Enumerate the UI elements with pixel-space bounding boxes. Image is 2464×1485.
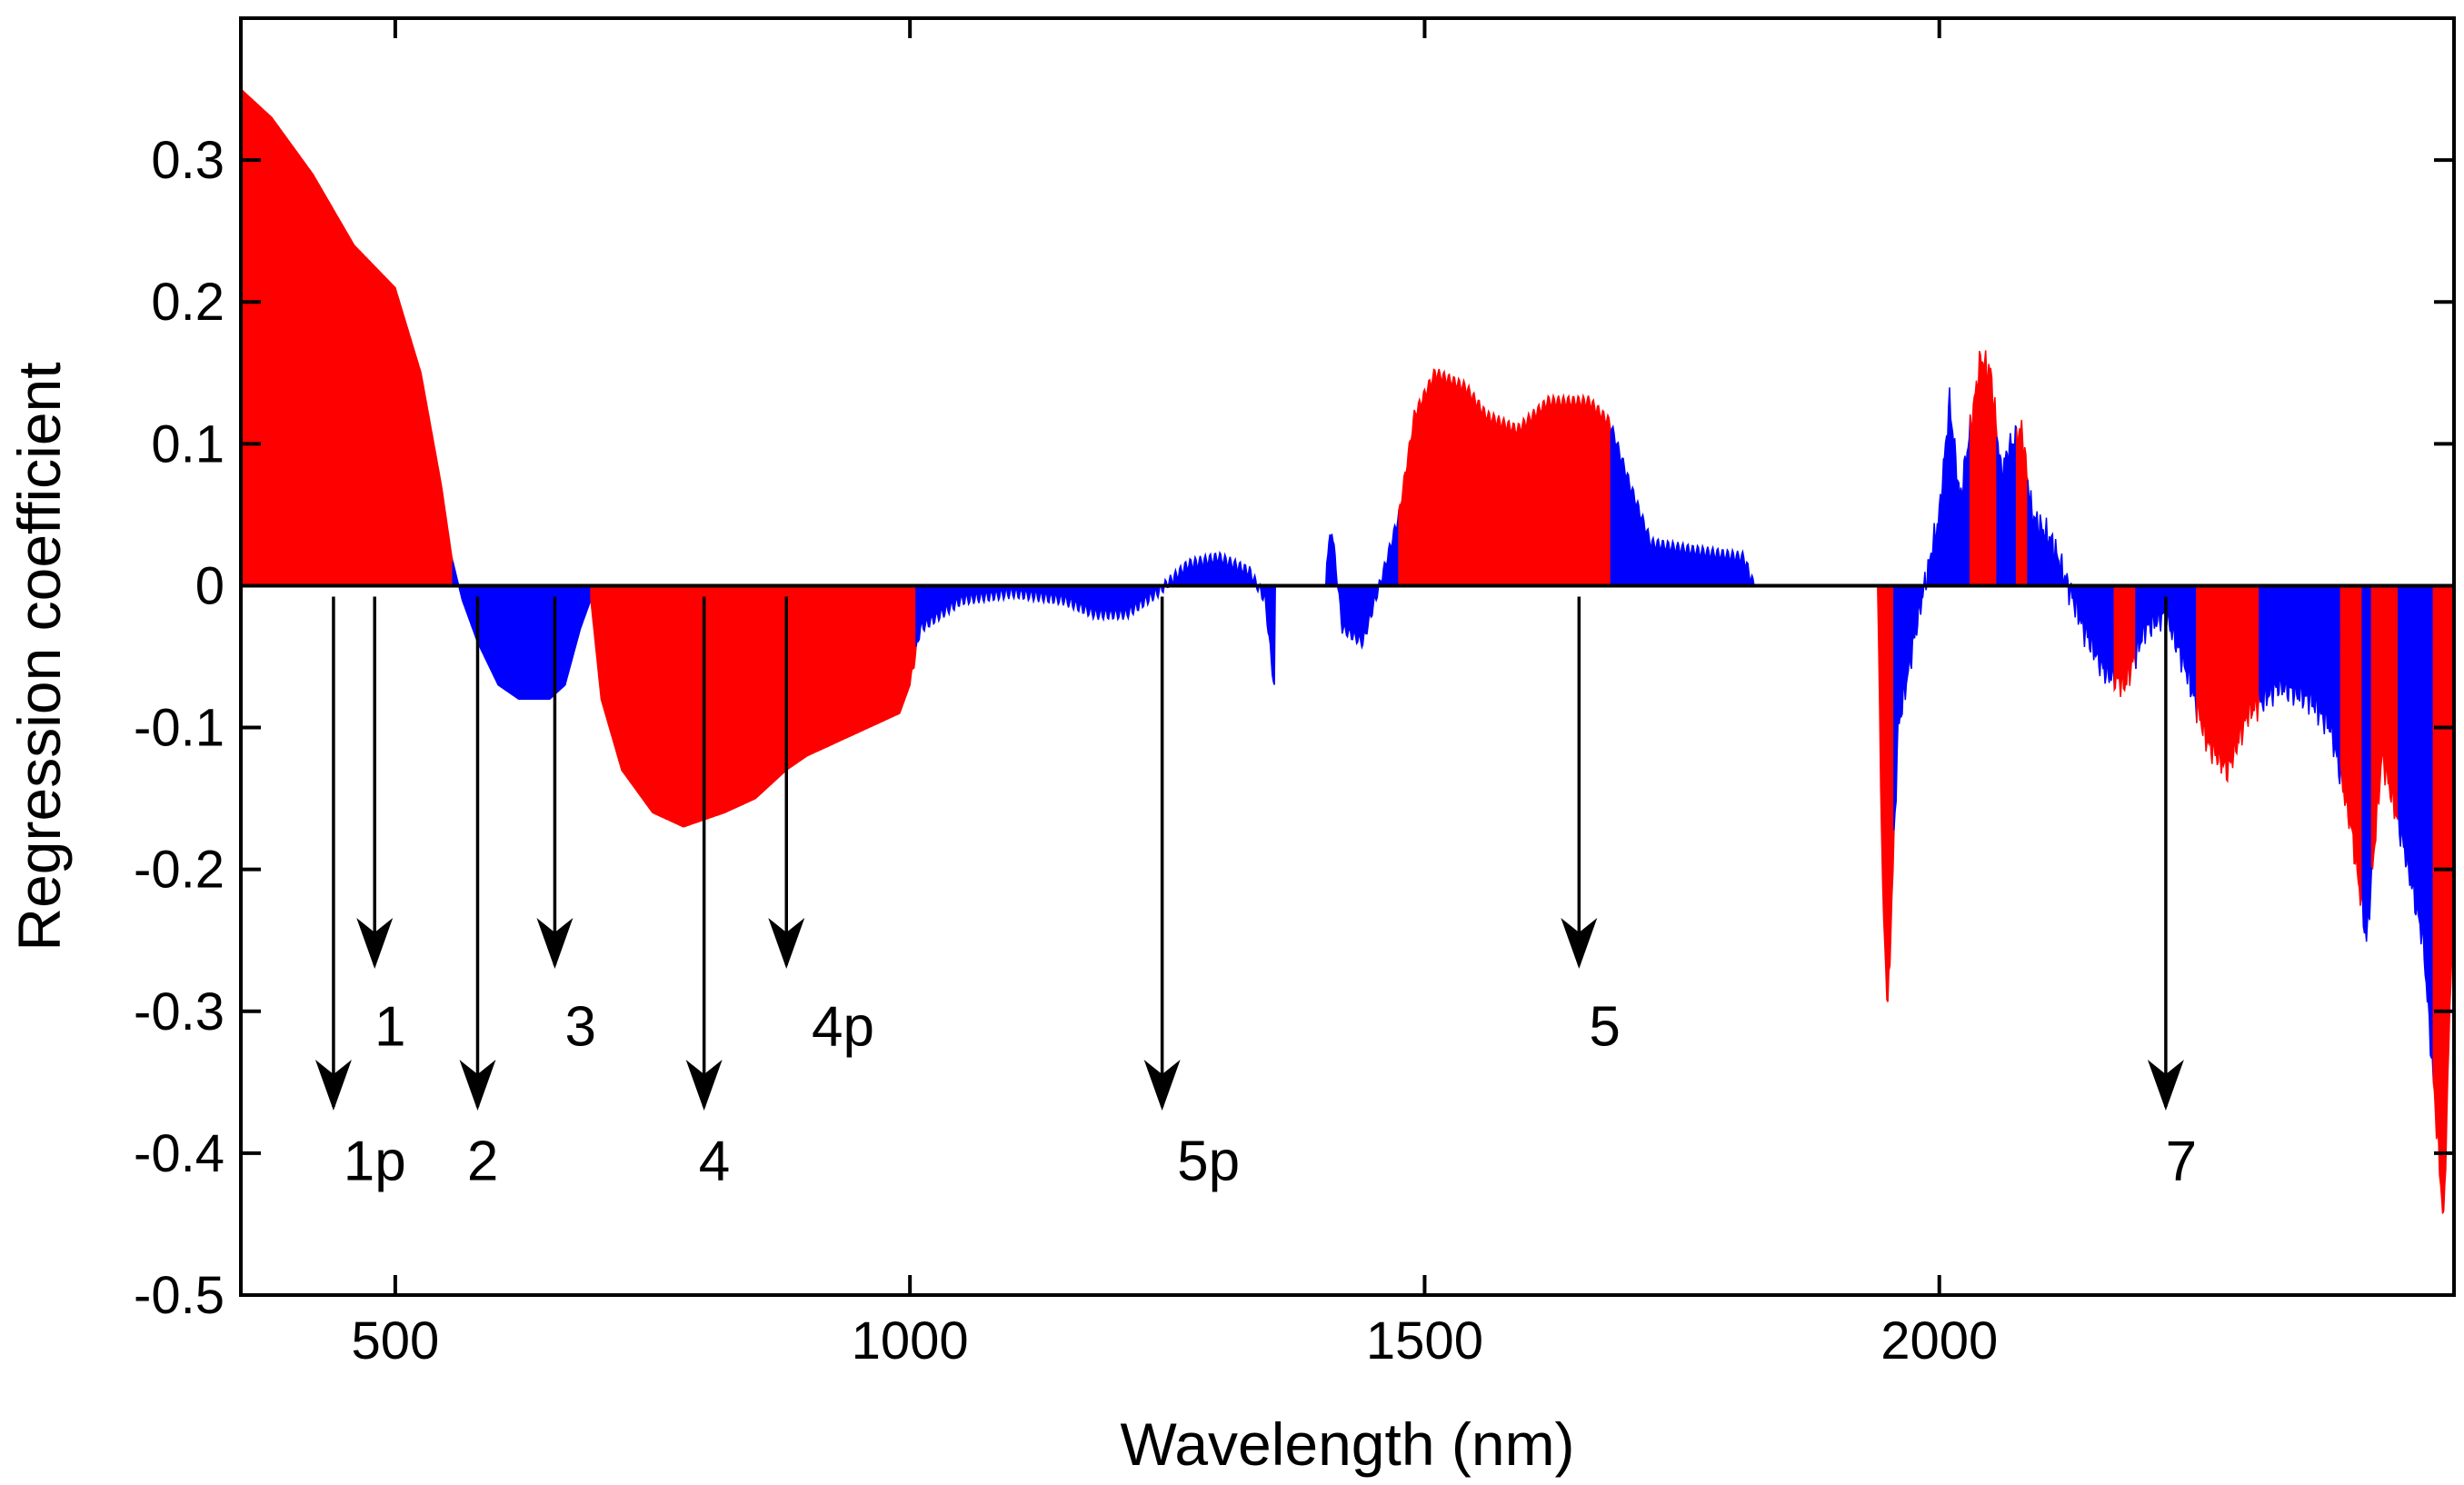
coefficient-area [1996, 424, 2018, 587]
y-axis-title: Regression coefficient [5, 362, 73, 951]
x-axis-title: Wavelength (nm) [1120, 1410, 1574, 1478]
y-tick-label: -0.4 [134, 1124, 224, 1183]
annotation-arrowhead [1561, 917, 1598, 969]
y-tick-label: -0.1 [134, 699, 224, 758]
significant-region-area [1877, 584, 1895, 1002]
significant-region-area [240, 87, 454, 587]
data-fills [240, 87, 2455, 1214]
y-tick-label: 0 [195, 556, 224, 615]
annotation-label: 1 [374, 995, 405, 1058]
x-tick-label: 500 [351, 1311, 439, 1370]
coefficient-area [2361, 584, 2373, 942]
coefficient-area [1893, 387, 1971, 831]
axis-ticks: 500 1000 1500 2000 0.3 0.2 0.1 0 -0.1 -0.2 -0.3 -0.… [134, 18, 2454, 1370]
annotation-label: 7 [2166, 1131, 2197, 1193]
coefficient-area [2398, 584, 2435, 1082]
annotation-arrowhead [356, 917, 394, 969]
annotation-label: 4 [699, 1131, 730, 1193]
y-tick-label: -0.3 [134, 982, 224, 1041]
y-tick-label: 0.3 [151, 131, 224, 190]
annotation-arrowhead [459, 1060, 496, 1111]
significant-region-area [2370, 584, 2399, 871]
annotation-arrowhead [314, 1060, 352, 1111]
significant-region-area [2432, 584, 2455, 1214]
annotation-label: 4p [812, 995, 874, 1058]
significant-region-area [2339, 584, 2363, 906]
significant-region-area [1398, 368, 1612, 587]
significant-region-area [590, 584, 917, 828]
y-tick-label: 0.2 [151, 273, 224, 332]
significant-region-area [2113, 584, 2137, 697]
plot-frame [239, 16, 2456, 1297]
annotation-arrowhead [768, 917, 805, 969]
annotation-arrowhead [1143, 1060, 1181, 1111]
annotation-arrowhead [2147, 1060, 2184, 1111]
annotation-arrowhead [536, 917, 574, 969]
annotation-label: 3 [565, 995, 596, 1058]
y-tick-label: -0.2 [134, 841, 224, 900]
significant-region-area [1969, 350, 1998, 587]
annotation-label: 5p [1177, 1131, 1240, 1193]
coefficient-area [2259, 584, 2342, 784]
annotation-arrowhead [685, 1060, 723, 1111]
annotation-label: 5 [1589, 995, 1620, 1058]
annotation-arrows: 1 1p 2 3 4 4p 5p 5 7 [314, 596, 2197, 1193]
annotation-label: 1p [344, 1131, 406, 1193]
significant-region-area [2015, 419, 2029, 587]
x-tick-label: 1000 [852, 1311, 969, 1370]
y-tick-label: -0.5 [134, 1266, 224, 1325]
x-tick-label: 1500 [1366, 1311, 1483, 1370]
y-tick-label: 0.1 [151, 414, 224, 473]
annotation-label: 2 [467, 1131, 498, 1193]
x-tick-label: 2000 [1880, 1311, 1998, 1370]
significant-region-area [2196, 584, 2260, 783]
